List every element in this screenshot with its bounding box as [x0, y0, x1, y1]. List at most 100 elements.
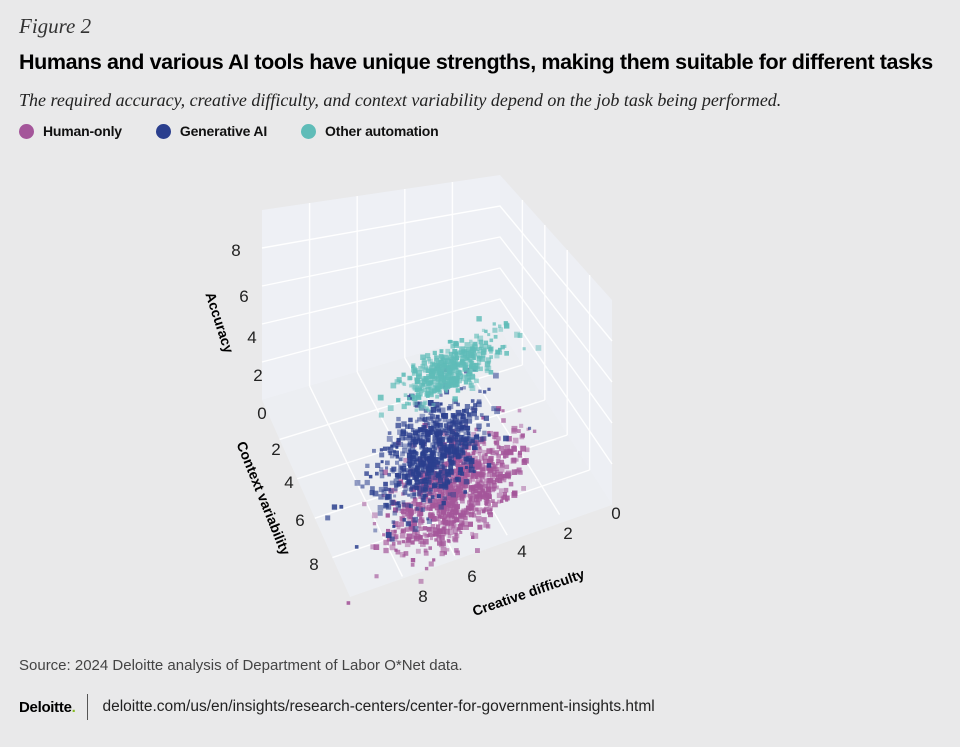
point-generative-ai: [448, 459, 454, 466]
legend-item-human-only[interactable]: Human-only: [19, 123, 122, 139]
point-generative-ai: [486, 463, 492, 468]
point-generative-ai: [395, 505, 401, 511]
point-human-only: [459, 513, 464, 518]
legend-item-generative-ai[interactable]: Generative AI: [155, 123, 267, 139]
point-human-only: [383, 539, 389, 546]
point-human-only: [483, 478, 489, 484]
point-other-automation: [458, 363, 463, 368]
point-generative-ai: [393, 478, 399, 484]
point-generative-ai: [481, 435, 487, 441]
point-other-automation: [454, 357, 458, 361]
point-human-only: [501, 418, 506, 423]
point-other-automation: [487, 333, 491, 337]
point-human-only: [492, 469, 497, 474]
point-human-only: [492, 501, 498, 508]
point-generative-ai: [464, 404, 470, 410]
point-human-only: [411, 508, 416, 514]
point-generative-ai: [428, 410, 434, 416]
point-human-only: [475, 480, 480, 486]
point-other-automation: [460, 358, 465, 364]
point-human-only: [442, 517, 446, 521]
point-other-automation: [428, 377, 432, 382]
point-other-automation: [378, 412, 384, 418]
footer-url[interactable]: deloitte.com/us/en/insights/research-cen…: [102, 698, 655, 715]
point-other-automation: [452, 340, 458, 346]
point-generative-ai: [444, 478, 449, 483]
point-other-automation: [459, 338, 465, 343]
point-human-only: [388, 487, 394, 494]
point-human-only: [474, 427, 479, 432]
point-generative-ai: [378, 486, 385, 493]
point-other-automation: [407, 375, 412, 381]
point-human-only: [383, 547, 389, 554]
point-other-automation: [415, 386, 420, 391]
point-other-automation: [419, 383, 425, 388]
point-human-only: [401, 509, 407, 515]
point-generative-ai: [364, 479, 370, 486]
point-generative-ai: [421, 461, 426, 466]
point-human-only: [429, 478, 435, 485]
point-generative-ai: [421, 432, 425, 437]
point-human-only: [460, 498, 465, 504]
point-human-only: [459, 519, 465, 525]
point-other-automation: [416, 394, 422, 400]
point-generative-ai: [433, 440, 438, 446]
point-other-automation: [503, 321, 508, 326]
point-generative-ai: [415, 506, 420, 511]
point-human-only: [451, 503, 455, 508]
point-human-only: [434, 538, 438, 542]
point-generative-ai: [432, 434, 439, 441]
point-generative-ai: [391, 520, 396, 524]
point-other-automation: [461, 374, 465, 378]
z-axis-title: Accuracy: [202, 290, 237, 355]
point-human-only: [467, 453, 471, 457]
point-other-automation: [441, 358, 447, 364]
point-generative-ai: [437, 460, 441, 464]
point-generative-ai: [455, 415, 460, 420]
point-other-automation: [425, 353, 431, 359]
point-generative-ai: [370, 486, 375, 491]
point-human-only: [489, 507, 493, 511]
point-generative-ai: [439, 402, 443, 406]
point-generative-ai: [439, 464, 445, 470]
point-human-only: [410, 540, 415, 545]
point-generative-ai: [448, 465, 454, 471]
point-generative-ai: [391, 470, 395, 474]
point-other-automation: [421, 379, 427, 385]
point-human-only: [448, 506, 454, 512]
z-tick-label: 0: [257, 404, 266, 423]
point-human-only: [430, 493, 434, 497]
point-generative-ai: [438, 504, 444, 510]
point-other-automation: [442, 379, 447, 383]
point-human-only: [483, 506, 489, 512]
legend-item-other-automation[interactable]: Other automation: [301, 123, 439, 139]
point-generative-ai: [442, 482, 448, 488]
point-generative-ai: [377, 505, 384, 511]
point-generative-ai: [391, 441, 397, 447]
point-other-automation: [442, 354, 448, 361]
point-human-only: [440, 493, 446, 499]
point-human-only: [445, 496, 449, 501]
point-human-only: [453, 514, 458, 519]
point-human-only: [468, 497, 473, 502]
point-generative-ai: [455, 476, 459, 481]
point-human-only: [516, 429, 521, 433]
point-human-only: [424, 533, 429, 539]
point-generative-ai: [436, 465, 440, 470]
point-other-automation: [469, 372, 473, 376]
point-other-automation: [441, 373, 447, 379]
point-generative-ai: [385, 532, 392, 538]
point-generative-ai: [427, 421, 431, 425]
point-generative-ai: [448, 478, 453, 483]
point-other-automation: [432, 388, 437, 394]
point-human-only: [462, 521, 468, 527]
point-other-automation: [464, 349, 468, 353]
point-generative-ai: [397, 429, 403, 435]
point-human-only: [452, 473, 458, 479]
point-human-only: [405, 512, 410, 517]
point-human-only: [471, 451, 476, 456]
point-human-only: [430, 524, 436, 529]
point-generative-ai: [416, 491, 422, 497]
point-human-only: [441, 528, 445, 532]
